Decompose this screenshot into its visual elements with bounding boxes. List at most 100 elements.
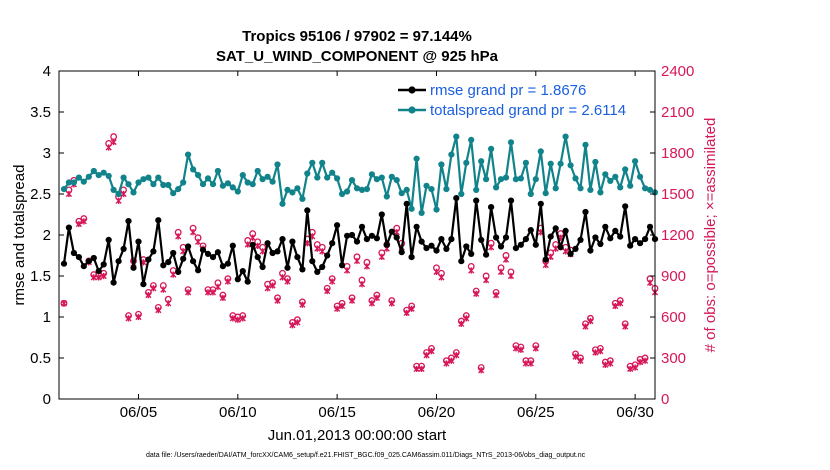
rmse-point	[120, 245, 127, 252]
obs-assimilated-point	[150, 285, 157, 292]
y-axis-label: rmse and totalspread	[11, 165, 28, 306]
obs-assimilated-point	[249, 234, 256, 241]
obs-assimilated-point	[229, 315, 236, 322]
rmse-point	[478, 236, 485, 243]
rmse-point	[637, 240, 644, 247]
obs-assimilated-point	[497, 268, 505, 276]
obs-assimilated-point	[214, 283, 222, 291]
rmse-point	[428, 242, 435, 249]
obs-assimilated-point	[219, 294, 226, 301]
rmse-point	[527, 227, 534, 234]
rmse-point	[577, 236, 584, 243]
x-tick-label: 06/15	[318, 404, 356, 421]
obs-assimilated-point	[105, 144, 112, 151]
rmse-point	[60, 260, 68, 267]
rmse-point	[304, 207, 311, 214]
obs-assimilated-point	[632, 364, 639, 371]
totalspread-point	[279, 200, 286, 207]
rmse-point	[567, 250, 574, 257]
rmse-point	[348, 231, 356, 239]
totalspread-point	[100, 169, 107, 176]
rmse-point	[180, 255, 187, 262]
totalspread-point	[150, 181, 157, 188]
obs-assimilated-point	[646, 279, 654, 286]
totalspread-point	[388, 173, 395, 180]
totalspread-point	[229, 184, 236, 191]
totalspread-point	[488, 145, 495, 152]
totalspread-point	[522, 159, 530, 166]
totalspread-point	[378, 174, 385, 181]
rmse-point	[408, 254, 415, 261]
totalspread-point	[60, 186, 68, 193]
totalspread-point	[329, 169, 336, 176]
obs-assimilated-point	[408, 305, 415, 312]
obs-assimilated-point	[259, 248, 266, 255]
obs-assimilated-point	[110, 138, 117, 146]
rmse-point	[279, 236, 286, 243]
right-tick-label: 2100	[661, 104, 694, 121]
x-tick-label: 06/10	[219, 404, 257, 421]
obs-assimilated-point	[492, 292, 500, 299]
rmse-point	[602, 223, 609, 230]
obs-assimilated-point	[438, 274, 445, 281]
obs-assimilated-point	[279, 274, 286, 281]
totalspread-point	[274, 161, 281, 168]
rmse-point	[309, 258, 316, 265]
x-tick-label: 06/30	[616, 404, 654, 421]
rmse-point	[274, 248, 281, 255]
obs-assimilated-point	[463, 315, 470, 322]
rmse-point	[259, 263, 266, 271]
rmse-point	[110, 279, 117, 286]
totalspread-point	[259, 176, 266, 183]
totalspread-point	[314, 174, 321, 181]
totalspread-point	[507, 139, 515, 146]
rmse-point	[448, 236, 455, 243]
totalspread-point	[348, 177, 356, 184]
totalspread-point	[185, 151, 192, 158]
right-tick-label: 1800	[661, 145, 694, 162]
obs-assimilated-point	[443, 360, 450, 367]
totalspread-point	[125, 181, 132, 188]
totalspread-point	[383, 193, 390, 200]
rmse-point	[155, 217, 162, 224]
obs-assimilated-point	[562, 248, 569, 255]
totalspread-point	[254, 167, 261, 175]
totalspread-point	[438, 161, 445, 168]
totalspread-point	[80, 178, 87, 185]
rmse-point	[622, 203, 629, 210]
rmse-point	[557, 244, 564, 251]
obs-assimilated-point	[190, 229, 197, 236]
right-tick-label: 1200	[661, 227, 694, 244]
obs-assimilated-point	[185, 289, 192, 296]
obs-assimilated-point	[264, 285, 271, 292]
totalspread-point	[423, 182, 430, 189]
totalspread-point	[512, 176, 520, 183]
totalspread-point	[642, 185, 649, 192]
obs-assimilated-point	[334, 305, 341, 312]
totalspread-point	[309, 159, 316, 166]
rmse-point	[493, 234, 500, 241]
x-tick-label: 06/05	[120, 404, 158, 421]
obs-assimilated-point	[527, 360, 534, 367]
rmse-point	[314, 268, 321, 275]
totalspread-point	[115, 190, 122, 198]
obs-assimilated-point	[155, 307, 162, 314]
rmse-point	[363, 236, 370, 243]
obs-assimilated-point	[602, 361, 609, 368]
obs-assimilated-point	[517, 346, 524, 353]
obs-assimilated-point	[244, 241, 251, 248]
totalspread-point	[493, 184, 500, 191]
rmse-point	[443, 245, 450, 252]
obs-assimilated-point	[413, 365, 420, 373]
obs-assimilated-point	[483, 276, 490, 284]
totalspread-point	[408, 205, 415, 212]
rmse-point	[632, 236, 639, 243]
rmse-point	[378, 211, 385, 218]
rmse-point	[150, 248, 157, 255]
rmse-point	[463, 243, 470, 250]
obs-assimilated-point	[572, 353, 579, 360]
left-tick-label: 1.5	[30, 268, 51, 285]
totalspread-point	[264, 173, 271, 180]
totalspread-point	[344, 188, 351, 195]
right-tick-label: 1500	[661, 186, 694, 203]
